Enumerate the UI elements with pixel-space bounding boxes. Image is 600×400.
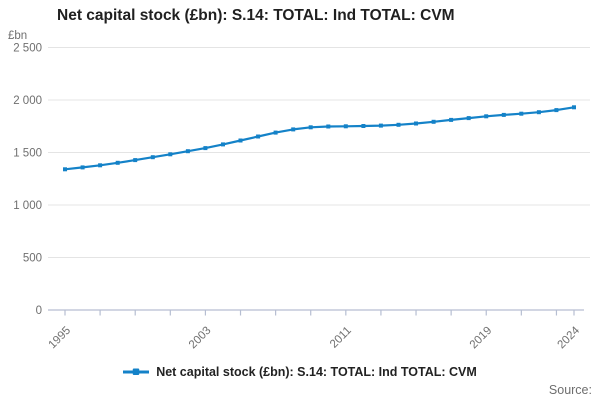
data-point-2022[interactable] <box>536 110 541 115</box>
x-tick-label: 2019 <box>468 325 495 352</box>
y-tick-label: 1 500 <box>13 148 42 160</box>
data-point-1995[interactable] <box>63 167 67 172</box>
data-point-2010[interactable] <box>326 124 331 129</box>
data-point-2002[interactable] <box>185 149 190 154</box>
data-point-2017[interactable] <box>449 117 454 122</box>
data-point-2014[interactable] <box>396 122 401 127</box>
y-tick-label: 2 000 <box>13 95 42 107</box>
legend-item[interactable]: Net capital stock (£bn): S.14: TOTAL: In… <box>0 365 600 379</box>
legend-label: Net capital stock (£bn): S.14: TOTAL: In… <box>156 365 477 379</box>
x-axis <box>48 309 584 316</box>
y-axis-labels: 0 500 1 000 1 500 2 000 2 500 <box>13 43 42 318</box>
gridlines <box>48 47 590 258</box>
data-point-1999[interactable] <box>133 158 138 163</box>
data-point-2000[interactable] <box>150 155 155 160</box>
data-point-2023[interactable] <box>554 108 559 113</box>
line-chart[interactable]: £bn 0 500 1 000 1 500 2 000 2 500 1995 2003 201… <box>0 0 600 360</box>
chart-title: Net capital stock (£bn): S.14: TOTAL: In… <box>57 7 455 24</box>
data-point-2013[interactable] <box>378 123 383 128</box>
y-tick-label: 1 000 <box>13 200 42 212</box>
data-point-2004[interactable] <box>221 142 225 147</box>
data-series[interactable] <box>63 105 576 172</box>
data-point-2016[interactable] <box>431 119 436 124</box>
y-tick-label: 2 500 <box>13 43 42 55</box>
x-tick-label: 2003 <box>187 325 214 352</box>
data-point-2009[interactable] <box>308 125 313 130</box>
legend-line-icon <box>123 368 150 375</box>
data-point-2011[interactable] <box>343 124 348 129</box>
x-axis-labels: 1995 2003 2011 2019 2024 <box>47 324 583 351</box>
data-point-1996[interactable] <box>80 165 85 170</box>
y-tick-label: 500 <box>23 253 42 265</box>
x-tick-label: 2011 <box>328 325 354 351</box>
data-point-2018[interactable] <box>466 116 471 121</box>
y-axis-unit-label: £bn <box>8 30 27 42</box>
x-tick-label: 2024 <box>556 324 583 351</box>
data-point-2019[interactable] <box>484 114 489 119</box>
data-point-2007[interactable] <box>273 130 278 135</box>
data-point-2008[interactable] <box>291 127 296 132</box>
data-point-2006[interactable] <box>256 134 261 139</box>
data-point-2020[interactable] <box>501 112 506 117</box>
data-point-2005[interactable] <box>238 138 243 143</box>
data-point-2012[interactable] <box>361 124 366 128</box>
y-tick-label: 0 <box>36 305 42 317</box>
x-tick-label: 1995 <box>47 325 74 352</box>
data-point-2024[interactable] <box>572 105 576 110</box>
data-point-2003[interactable] <box>203 146 208 151</box>
data-point-1997[interactable] <box>98 163 103 168</box>
data-point-2001[interactable] <box>168 152 173 157</box>
data-point-1998[interactable] <box>115 160 120 165</box>
source-label: Source: <box>548 383 592 397</box>
data-point-2021[interactable] <box>519 111 524 116</box>
data-point-2015[interactable] <box>414 121 418 126</box>
series-line[interactable] <box>64 106 575 171</box>
